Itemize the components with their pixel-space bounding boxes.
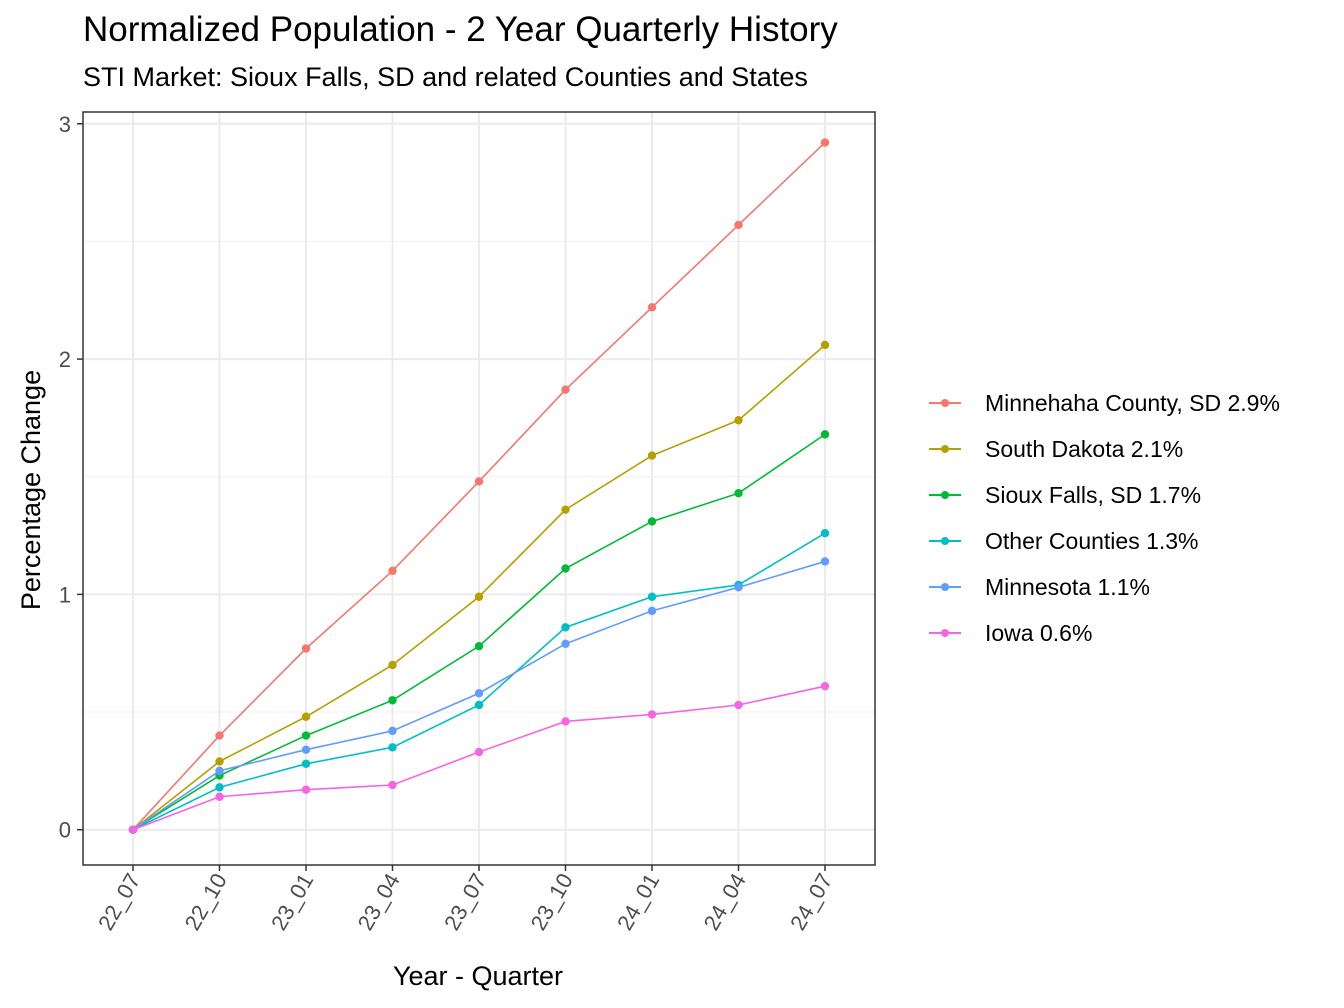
legend-item: Other Counties 1.3%	[925, 518, 1280, 564]
data-point	[301, 745, 311, 754]
legend: Minnehaha County, SD 2.9% South Dakota 2.…	[925, 380, 1280, 656]
legend-item: South Dakota 2.1%	[925, 426, 1280, 472]
y-tick-label: 3	[59, 112, 71, 137]
data-point	[820, 557, 830, 566]
data-point	[474, 700, 484, 710]
data-point	[561, 623, 570, 632]
data-point	[215, 757, 224, 766]
legend-key-dot	[941, 629, 949, 637]
data-point	[215, 792, 224, 801]
data-point	[388, 780, 397, 790]
legend-key	[925, 426, 965, 472]
data-point	[215, 766, 224, 776]
legend-key-dot	[941, 491, 949, 499]
legend-label: Sioux Falls, SD 1.7%	[985, 481, 1202, 508]
legend-key-dot	[941, 583, 949, 591]
data-point	[820, 529, 830, 538]
x-tick-label: 24_04	[699, 869, 751, 934]
grid-lines	[83, 112, 875, 865]
series-group	[128, 681, 830, 834]
data-point	[301, 785, 311, 794]
x-tick-label: 22_07	[93, 869, 145, 934]
data-point	[561, 564, 570, 573]
data-point	[474, 592, 484, 601]
x-axis-title: Year - Quarter	[393, 961, 563, 991]
x-tick-label: 23_04	[353, 869, 405, 934]
legend-item: Iowa 0.6%	[925, 610, 1280, 656]
data-point	[561, 385, 570, 394]
data-point	[474, 641, 484, 651]
data-point	[301, 731, 311, 740]
data-point	[474, 477, 484, 486]
data-point	[734, 700, 743, 710]
series-lines	[128, 138, 830, 834]
chart-title: Normalized Population - 2 Year Quarterly…	[83, 10, 838, 49]
data-point	[561, 717, 570, 726]
y-axis-title: Percentage Change	[16, 370, 46, 610]
data-point	[301, 644, 311, 653]
legend-key	[925, 518, 965, 564]
legend-item: Minnesota 1.1%	[925, 564, 1280, 610]
data-point	[388, 566, 397, 576]
x-tick-label: 22_10	[180, 869, 232, 934]
data-point	[820, 430, 830, 439]
data-point	[561, 505, 570, 514]
x-tick-label: 24_01	[612, 869, 664, 934]
y-tick-label: 1	[59, 582, 71, 607]
data-point	[561, 639, 570, 649]
legend-key	[925, 472, 965, 518]
data-point	[301, 712, 311, 721]
legend-key-dot	[941, 537, 949, 545]
data-point	[647, 710, 657, 719]
data-point	[820, 138, 830, 147]
data-point	[734, 583, 743, 592]
legend-label: Iowa 0.6%	[985, 619, 1093, 646]
data-point	[647, 517, 657, 526]
data-point	[215, 731, 224, 740]
axes: 0 1 2 3 22_07 22_10 23_01 23_04 23_07 23_10 24_01 2…	[59, 112, 838, 935]
data-point	[388, 660, 397, 670]
data-point	[647, 451, 657, 460]
legend-item: Minnehaha County, SD 2.9%	[925, 380, 1280, 426]
legend-key-dot	[941, 399, 949, 407]
legend-label: Minnesota 1.1%	[985, 573, 1150, 600]
series-group	[128, 340, 830, 834]
y-tick-label: 2	[59, 347, 71, 372]
data-point	[388, 726, 397, 736]
legend-item: Sioux Falls, SD 1.7%	[925, 472, 1280, 518]
data-point	[474, 689, 484, 698]
data-point	[734, 489, 743, 498]
legend-key	[925, 564, 965, 610]
data-point	[734, 220, 743, 230]
data-point	[820, 681, 830, 691]
y-tick-label: 0	[59, 818, 71, 843]
data-point	[474, 747, 484, 757]
x-tick-label: 23_01	[266, 869, 318, 934]
legend-label: Other Counties 1.3%	[985, 527, 1199, 554]
legend-label: Minnehaha County, SD 2.9%	[985, 389, 1280, 416]
data-point	[301, 759, 311, 769]
x-tick-label: 23_10	[526, 869, 578, 934]
data-point	[647, 303, 657, 312]
data-point	[820, 340, 830, 350]
x-tick-label: 23_07	[439, 869, 491, 934]
data-point	[215, 783, 224, 792]
legend-key	[925, 380, 965, 426]
data-point	[388, 743, 397, 752]
data-point	[388, 696, 397, 705]
legend-key-dot	[941, 445, 949, 453]
legend-label: South Dakota 2.1%	[985, 435, 1184, 462]
legend-key	[925, 610, 965, 656]
data-point	[647, 606, 657, 616]
chart-subtitle: STI Market: Sioux Falls, SD and related …	[83, 62, 808, 92]
data-point	[734, 416, 743, 425]
data-point	[128, 825, 138, 834]
x-tick-label: 24_07	[785, 869, 837, 934]
data-point	[647, 592, 657, 601]
